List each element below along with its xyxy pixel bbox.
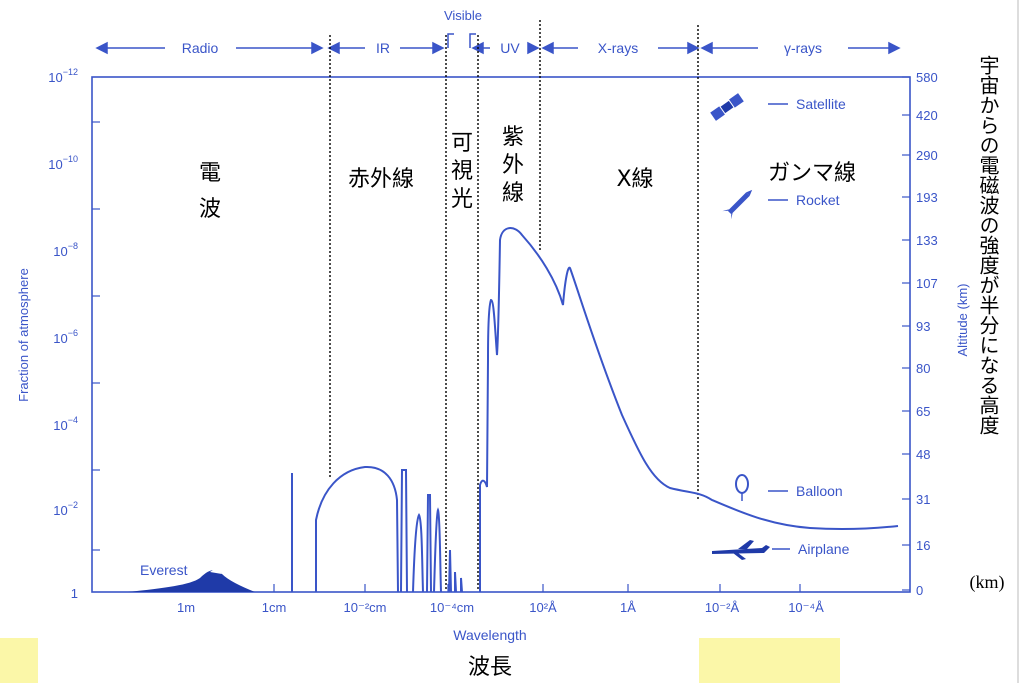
ir-spike: [448, 549, 452, 593]
band-label: X-rays: [598, 40, 638, 56]
x-tick: 1cm: [262, 600, 287, 615]
y-left-axis-title: Fraction of atmosphere: [16, 268, 31, 402]
y-left-tick: 10−2: [53, 500, 78, 518]
band-label-jp-uv: 線: [502, 181, 524, 206]
y-right-tick: 133: [916, 233, 938, 248]
y-right-tick: 16: [916, 538, 930, 553]
y-right-tick: 48: [916, 447, 930, 462]
x-tick: 10⁻²Å: [705, 600, 740, 615]
y-right-tick: 31: [916, 492, 930, 507]
band-label-jp-radio: 波: [199, 197, 221, 222]
x-tick: 10⁻²cm: [344, 600, 387, 615]
x-axis-title-jp: 波長: [468, 655, 512, 680]
band-labels-jp: 電 波 赤外線 可 視 光 紫 外 線 X線 ガンマ線: [199, 125, 856, 222]
left-minor-ticks: [92, 121, 100, 551]
y-right-tick: 65: [916, 404, 930, 419]
ir-spike: [412, 513, 424, 593]
transmission-curve: [291, 227, 899, 593]
altitude-marker-label: Rocket: [796, 192, 840, 208]
y-right-tick: 107: [916, 276, 938, 291]
y-right-tick: 420: [916, 108, 938, 123]
plot-frame: [91, 76, 911, 593]
band-label-jp-ir: 赤外線: [348, 167, 414, 192]
uv-xray-gamma-curve: [479, 227, 899, 592]
right-ticks: [902, 76, 910, 591]
band-boundaries: [329, 20, 699, 590]
highlight-box-right: [699, 638, 840, 683]
band-label-jp-xray: X線: [616, 167, 653, 192]
band-arrows: [95, 33, 901, 55]
band-label-jp-visible: 可: [451, 131, 473, 156]
right-annotation-unit: (km): [970, 572, 1005, 593]
rocket-icon: [722, 189, 753, 220]
y-left-tick: 1: [71, 586, 78, 601]
ir-spike: [460, 577, 463, 593]
x-tick: 10⁻⁴Å: [788, 600, 824, 615]
y-left-tick: 10−10: [48, 154, 78, 172]
y-right-tick: 0: [916, 583, 923, 598]
airplane-icon: [712, 540, 770, 560]
x-tick: 10²Å: [529, 600, 557, 615]
band-label-jp-radio: 電: [199, 161, 221, 186]
altitude-marker-label: Balloon: [796, 483, 843, 499]
x-axis-title: Wavelength: [453, 627, 526, 643]
x-tick: 1m: [177, 600, 195, 615]
y-left-tick: 10−6: [53, 328, 78, 346]
y-right-tick: 193: [916, 190, 938, 205]
y-right-tick-labels: 580 420 290 193 133 107 93 80 65 48 31 1…: [916, 70, 938, 598]
altitude-marker-label: Airplane: [798, 541, 850, 557]
mountain-label: Everest: [140, 562, 188, 578]
y-right-tick: 93: [916, 319, 930, 334]
band-label: γ-rays: [784, 40, 822, 56]
x-tick-labels: 1m 1cm 10⁻²cm 10⁻⁴cm 10²Å 1Å 10⁻²Å 10⁻⁴Å: [177, 600, 824, 615]
band-label: Radio: [182, 40, 219, 56]
band-label-jp-visible: 光: [451, 187, 473, 212]
y-right-tick: 290: [916, 148, 938, 163]
ir-spike: [454, 571, 457, 593]
ir-spike: [426, 494, 432, 593]
highlight-box-left: [0, 638, 38, 683]
y-left-tick: 10−4: [53, 415, 78, 433]
ir-spike: [433, 507, 442, 593]
band-labels-en: Radio IR Visible UV X-rays γ-rays: [182, 8, 822, 56]
ir-window-curve: [315, 465, 399, 593]
band-label: Visible: [444, 8, 482, 23]
bottom-ticks: [185, 584, 801, 592]
altitude-marker-label: Satellite: [796, 96, 846, 112]
y-left-tick-labels: 10−12 10−10 10−8 10−6 10−4 10−2 1: [48, 67, 78, 601]
right-annotation-jp: 宇宙からの電磁波の強度が半分になる高度: [976, 55, 1000, 435]
y-right-axis-title: Altitude (km): [955, 284, 970, 357]
x-tick: 10⁻⁴cm: [430, 600, 474, 615]
band-label: IR: [376, 40, 390, 56]
y-right-tick: 80: [916, 361, 930, 376]
ir-spike: [400, 469, 408, 593]
band-label: UV: [500, 40, 520, 56]
y-left-tick: 10−8: [53, 241, 78, 259]
y-right-tick: 580: [916, 70, 938, 85]
band-label-jp-visible: 視: [451, 159, 473, 184]
y-left-tick: 10−12: [48, 67, 78, 85]
balloon-icon: [735, 474, 749, 501]
band-label-jp-uv: 紫: [502, 125, 524, 150]
everest-icon: [128, 567, 255, 592]
band-label-jp-uv: 外: [502, 153, 524, 178]
x-tick: 1Å: [620, 600, 636, 615]
band-label-jp-gamma: ガンマ線: [768, 161, 856, 186]
satellite-icon: [710, 93, 744, 121]
